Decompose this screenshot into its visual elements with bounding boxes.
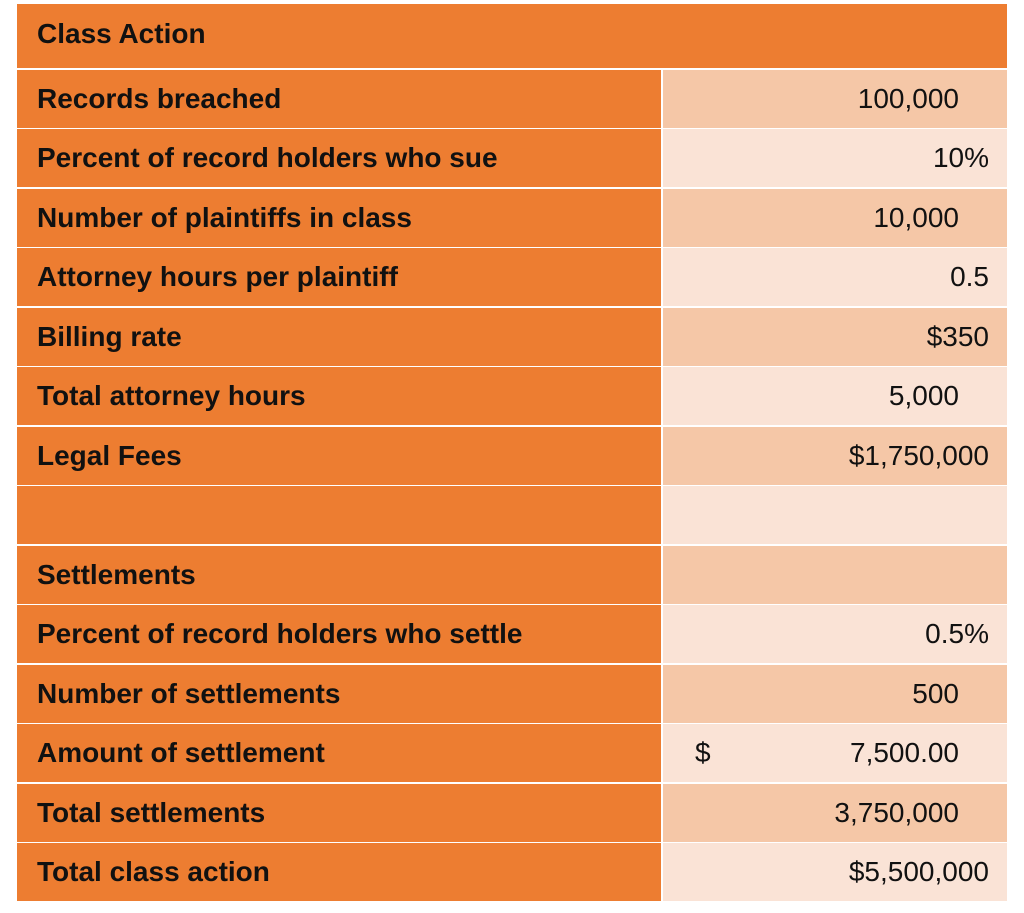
row-label: Number of plaintiffs in class <box>17 188 661 247</box>
row-value-cell: 10% <box>663 129 1007 187</box>
row-value: 10,000 <box>873 201 959 233</box>
row-label: Total class action <box>17 843 661 901</box>
table-row-number-settlements: Number of settlements 500 <box>17 664 1007 723</box>
class-action-table: Class Action Records breached 100,000 Pe… <box>17 4 1007 903</box>
table-row-total-class-action: Total class action $5,500,000 <box>17 843 1007 901</box>
row-value: 100,000 <box>857 82 959 114</box>
row-label: Attorney hours per plaintiff <box>17 248 661 306</box>
row-value-cell: 100,000 <box>663 69 1007 128</box>
row-value: 0.5% <box>925 618 989 649</box>
section-heading-settlements: Settlements <box>17 545 661 604</box>
row-value: $1,750,000 <box>848 439 989 471</box>
row-value: $350 <box>926 320 989 352</box>
table-row-total-settlements: Total settlements 3,750,000 <box>17 783 1007 842</box>
table-row-plaintiffs: Number of plaintiffs in class 10,000 <box>17 188 1007 247</box>
table-header-row: Class Action <box>17 4 1007 68</box>
row-value-cell: 500 <box>663 664 1007 723</box>
row-value-cell: $5,500,000 <box>663 843 1007 901</box>
table-row-blank <box>17 486 1007 544</box>
row-label: Percent of record holders who sue <box>17 129 661 187</box>
row-value: 0.5 <box>950 261 989 292</box>
row-value: 5,000 <box>888 380 959 411</box>
row-label: Records breached <box>17 69 661 128</box>
table-row-amount-settlement: Amount of settlement $ 7,500.00 <box>17 724 1007 782</box>
row-label: Total settlements <box>17 783 661 842</box>
row-label: Billing rate <box>17 307 661 366</box>
row-value-cell: 3,750,000 <box>663 783 1007 842</box>
row-value: $5,500,000 <box>848 856 989 887</box>
row-label: Legal Fees <box>17 426 661 485</box>
table-row-billing-rate: Billing rate $350 <box>17 307 1007 366</box>
table-row-total-attorney-hours: Total attorney hours 5,000 <box>17 367 1007 425</box>
table-row-attorney-hours-per-plaintiff: Attorney hours per plaintiff 0.5 <box>17 248 1007 306</box>
row-value: 500 <box>912 677 959 709</box>
row-label: Amount of settlement <box>17 724 661 782</box>
row-label: Percent of record holders who settle <box>17 605 661 663</box>
row-value-cell: 0.5 <box>663 248 1007 306</box>
row-value-cell: 5,000 <box>663 367 1007 425</box>
table-row-records-breached: Records breached 100,000 <box>17 69 1007 128</box>
row-value-cell: 0.5% <box>663 605 1007 663</box>
row-value-cell <box>663 545 1007 604</box>
row-label: Total attorney hours <box>17 367 661 425</box>
table-row-settlements-heading: Settlements <box>17 545 1007 604</box>
row-value: 3,750,000 <box>834 796 959 828</box>
row-label <box>17 486 661 544</box>
row-value-cell <box>663 486 1007 544</box>
table-row-legal-fees: Legal Fees $1,750,000 <box>17 426 1007 485</box>
row-value-cell: $350 <box>663 307 1007 366</box>
row-value: 10% <box>932 142 989 173</box>
table-row-percent-settle: Percent of record holders who settle 0.5… <box>17 605 1007 663</box>
row-value-cell: 10,000 <box>663 188 1007 247</box>
row-value-cell: $ 7,500.00 <box>663 724 1007 782</box>
table-title: Class Action <box>17 4 1007 68</box>
table-row-percent-sue: Percent of record holders who sue 10% <box>17 129 1007 187</box>
currency-symbol: $ <box>695 737 711 768</box>
row-value-cell: $1,750,000 <box>663 426 1007 485</box>
row-value: 7,500.00 <box>850 737 959 768</box>
row-label: Number of settlements <box>17 664 661 723</box>
